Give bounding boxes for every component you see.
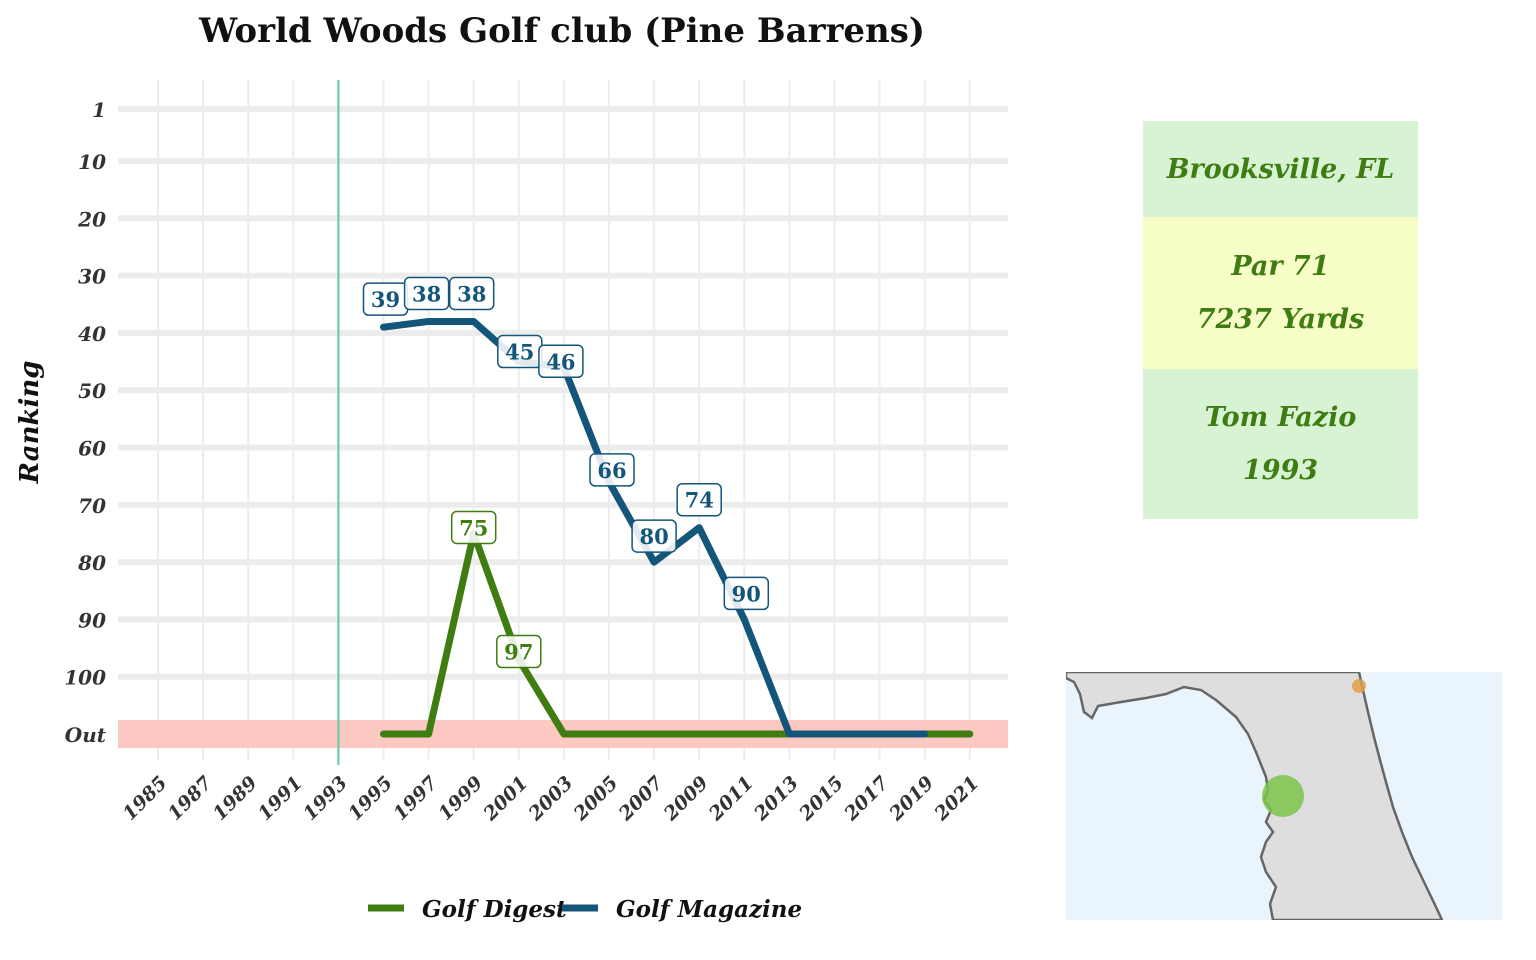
y-tick-label: 60 (78, 437, 106, 461)
info-card: Par 71 7237 Yards (1143, 217, 1418, 369)
x-tick-label: 2009 (659, 772, 713, 826)
x-tick-label: 2021 (930, 772, 984, 826)
data-label-box (723, 576, 770, 611)
y-tick-label: 40 (78, 322, 106, 346)
data-label-box (631, 519, 677, 553)
x-tick-label: 2015 (794, 772, 848, 826)
course-location-marker (1262, 775, 1304, 817)
data-label: 66 (597, 458, 626, 483)
other-location-marker (1352, 679, 1366, 693)
y-tick-label: 10 (78, 150, 106, 174)
x-tick-label: 1993 (299, 772, 352, 825)
y-tick-label: 100 (64, 666, 106, 690)
data-label: 45 (505, 340, 534, 365)
data-label: 80 (639, 524, 668, 549)
y-tick-label: 90 (78, 608, 106, 632)
series-layer (380, 317, 974, 738)
y-tick-label: Out (65, 723, 107, 747)
location-map (1066, 672, 1502, 920)
chart-title: World Woods Golf club (Pine Barrens) (198, 11, 925, 51)
data-label-box (676, 482, 722, 517)
info-card: Tom Fazio 1993 (1143, 369, 1418, 519)
data-label-box (450, 510, 497, 545)
y-tick-label: 30 (78, 265, 106, 289)
info-card-line: 1993 (1242, 455, 1319, 486)
grid-layer (118, 80, 1008, 760)
x-tick-label: 1987 (164, 772, 217, 825)
data-label-layer: 75 97 39 38 38 45 46 66 80 74 90 (362, 276, 770, 669)
x-tick-label: 2001 (479, 772, 533, 826)
x-tick-label: 2003 (524, 772, 578, 826)
x-tick-label: 2013 (749, 772, 803, 826)
x-tick-label: 2007 (614, 772, 668, 826)
data-label-box (448, 276, 495, 311)
x-tick-label: 2017 (839, 772, 893, 826)
x-tick-label: 1985 (119, 772, 172, 825)
data-label-box (538, 344, 584, 379)
x-tick-label: 1991 (254, 772, 307, 825)
data-label: 97 (504, 640, 533, 665)
x-tick-label: 1999 (434, 772, 487, 825)
legend-label: Golf Digest (422, 896, 567, 923)
y-axis-title: Ranking (15, 361, 45, 485)
info-card-line: Par 71 (1231, 251, 1330, 282)
series-line-golf-magazine (380, 317, 929, 738)
legend-label: Golf Magazine (616, 896, 802, 923)
data-label: 90 (732, 581, 761, 606)
x-tick-label: 1997 (389, 772, 442, 825)
info-card-line: Tom Fazio (1204, 402, 1357, 433)
data-label-box (496, 634, 542, 669)
y-tick-label: 1 (92, 98, 106, 122)
data-label: 38 (412, 281, 441, 306)
data-label: 46 (546, 349, 575, 374)
x-tick-label: 1989 (209, 772, 262, 825)
legend: Golf Digest Golf Magazine (368, 896, 802, 923)
x-tick-label: 2005 (569, 772, 623, 826)
data-label: 38 (457, 281, 486, 306)
y-tick-label: 20 (77, 207, 106, 231)
data-label-box (403, 276, 450, 311)
x-tick-label: 1995 (344, 772, 397, 825)
info-card: Brooksville, FL (1143, 121, 1418, 217)
data-label: 75 (459, 515, 488, 540)
data-label: 39 (371, 287, 400, 312)
info-card-line: Brooksville, FL (1166, 153, 1395, 185)
x-tick-label: 2019 (885, 772, 939, 826)
y-tick-label: 50 (78, 379, 106, 403)
data-label-box (589, 453, 635, 487)
data-label: 74 (685, 488, 714, 513)
map-land (1066, 672, 1444, 920)
y-tick-label: 80 (77, 551, 106, 575)
y-tick-label: 70 (78, 494, 106, 518)
info-card-line: 7237 Yards (1196, 304, 1365, 335)
x-tick-label: 2011 (704, 772, 758, 826)
